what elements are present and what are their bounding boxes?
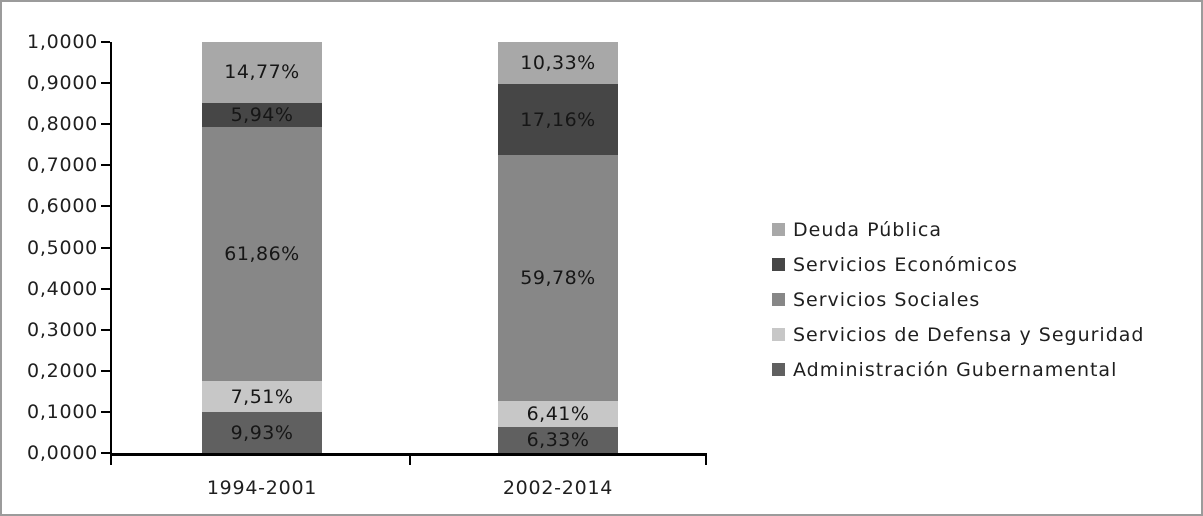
bar-segment-label: 14,77% [224, 61, 300, 84]
y-axis-tick [101, 82, 110, 85]
x-category-label: 1994-2001 [206, 477, 318, 499]
bar-segment-label: 5,94% [230, 103, 294, 126]
y-axis-tick [101, 410, 110, 413]
y-axis-tick-label: 0,5000 [27, 236, 98, 259]
y-axis-tick-label: 0,8000 [27, 113, 98, 136]
bar-segment-label: 6,33% [526, 428, 590, 451]
bar-segment-label: 6,41% [526, 402, 590, 425]
y-axis-tick [101, 369, 110, 372]
bar-segment: 9,93% [202, 412, 322, 453]
legend-swatch-icon [772, 293, 785, 306]
x-axis-line [110, 453, 707, 456]
legend-item: Administración Gubernamental [772, 352, 1144, 387]
y-axis-tick [101, 287, 110, 290]
bar-segment-label: 59,78% [520, 266, 596, 289]
bar-segment-label: 7,51% [230, 385, 294, 408]
y-axis-tick-label: 0,0000 [27, 442, 98, 464]
legend-swatch-icon [772, 223, 785, 236]
legend: Deuda Pública Servicios Económicos Servici… [772, 212, 1144, 387]
bar-segment-label: 61,86% [224, 243, 300, 266]
legend-swatch-icon [772, 258, 785, 271]
x-category-label: 2002-2014 [502, 477, 614, 499]
legend-label: Deuda Pública [793, 218, 942, 241]
y-axis-tick [101, 123, 110, 126]
bar-segment-label: 9,93% [230, 421, 294, 444]
bar-segment: 6,41% [498, 400, 618, 427]
y-axis-tick-label: 0,6000 [27, 195, 98, 218]
bar-segment: 5,94% [202, 102, 322, 128]
y-axis-tick-label: 0,2000 [27, 359, 98, 382]
legend-item: Servicios Sociales [772, 282, 1144, 317]
bar-segment: 14,77% [202, 41, 322, 103]
legend-label: Servicios Económicos [793, 253, 1018, 276]
y-axis-tick-label: 1,0000 [27, 31, 98, 53]
y-axis-tick [101, 205, 110, 208]
bar-segment: 61,86% [202, 127, 322, 382]
legend-item: Deuda Pública [772, 212, 1144, 247]
y-axis-tick-label: 0,3000 [27, 318, 98, 341]
bar-segment-label: 10,33% [520, 52, 596, 75]
y-axis-tick [101, 328, 110, 331]
legend-label: Administración Gubernamental [793, 358, 1118, 381]
legend-label: Servicios de Defensa y Seguridad [793, 323, 1145, 346]
y-axis-tick [101, 164, 110, 167]
y-axis-tick [101, 246, 110, 249]
y-axis-tick [101, 41, 110, 43]
legend-swatch-icon [772, 328, 785, 341]
legend-label: Servicios Sociales [793, 288, 981, 311]
bar-segment: 10,33% [498, 41, 618, 85]
y-axis-tick-label: 0,9000 [27, 72, 98, 95]
bar-segment: 6,33% [498, 426, 618, 453]
bar-segment: 17,16% [498, 84, 618, 155]
x-axis-tick [110, 453, 112, 465]
y-axis-line [110, 42, 112, 456]
y-axis-tick-label: 0,1000 [27, 400, 98, 423]
legend-item: Servicios de Defensa y Seguridad [772, 317, 1144, 352]
bar-segment: 59,78% [498, 154, 618, 401]
legend-swatch-icon [772, 363, 785, 376]
legend-item: Servicios Económicos [772, 247, 1144, 282]
bar-segment-label: 17,16% [520, 108, 596, 131]
y-axis-tick [101, 452, 110, 454]
x-axis-tick [705, 453, 707, 465]
bar-segment: 7,51% [202, 381, 322, 413]
x-axis-tick [409, 453, 411, 465]
y-axis-tick-label: 0,7000 [27, 154, 98, 177]
y-axis-tick-label: 0,4000 [27, 277, 98, 300]
